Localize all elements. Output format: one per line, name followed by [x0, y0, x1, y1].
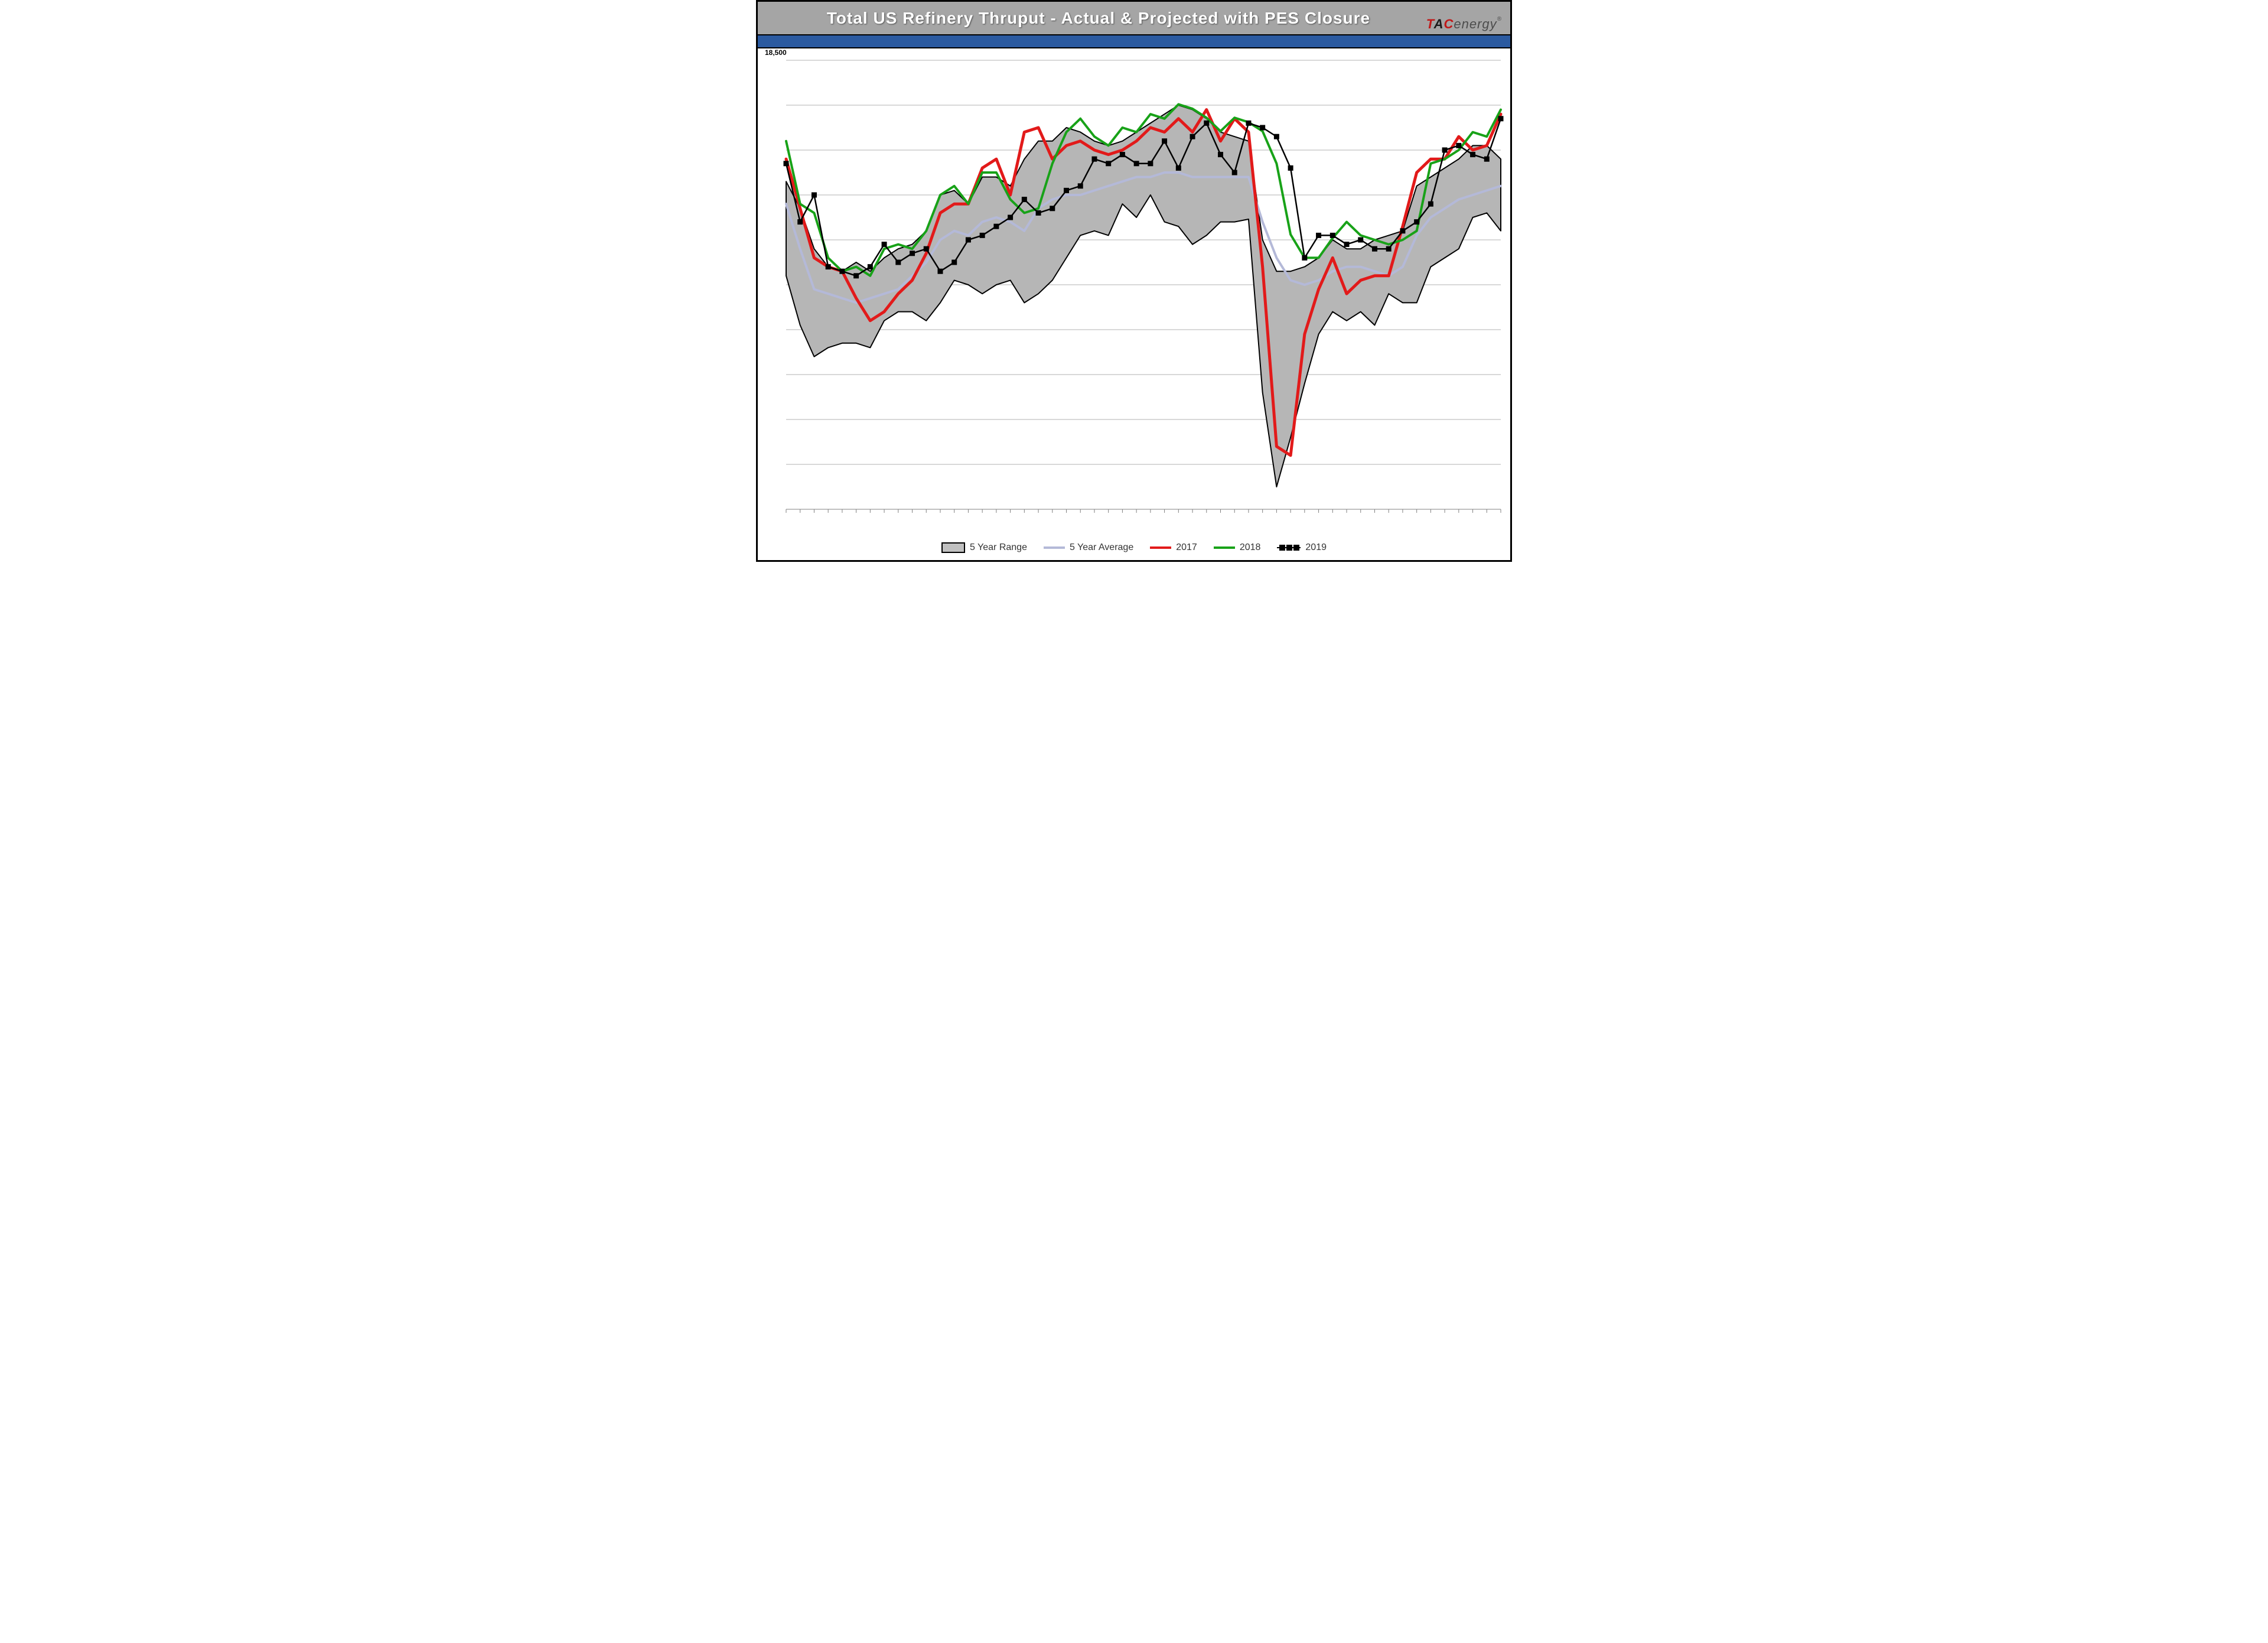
legend-swatch [1044, 546, 1065, 549]
series-2019-marker [937, 269, 943, 274]
legend-label: 5 Year Average [1070, 542, 1133, 553]
y-axis-top-label: 18,500 [765, 48, 787, 57]
series-2019-marker [895, 260, 901, 265]
range-band [786, 105, 1501, 487]
series-2019-marker [951, 260, 957, 265]
series-2019-marker [1120, 152, 1125, 157]
chart-svg [758, 48, 1510, 539]
series-2019-marker [1078, 183, 1083, 188]
accent-bar [758, 34, 1510, 48]
brand-logo: TACenergy® [1426, 16, 1502, 32]
logo-letter: C [1443, 17, 1454, 31]
series-2019-marker [924, 246, 929, 252]
logo-mark: ® [1497, 16, 1502, 22]
legend-swatch [941, 542, 965, 553]
series-2019-marker [966, 237, 971, 243]
series-2019-marker [1386, 246, 1392, 252]
legend-label: 5 Year Range [970, 542, 1027, 553]
legend-item: 5 Year Range [941, 542, 1027, 553]
series-2019-marker [1232, 170, 1237, 175]
series-2019-marker [797, 219, 803, 225]
series-2019-marker [1246, 121, 1251, 126]
series-2019-marker [1148, 161, 1153, 166]
series-2019-marker [812, 193, 817, 198]
series-2019-marker [1190, 134, 1195, 139]
series-2019-marker [1456, 143, 1461, 148]
legend-item: 2019 [1277, 542, 1327, 553]
series-2019-marker [1274, 134, 1279, 139]
series-2019-marker [1064, 188, 1069, 193]
series-2019-marker [1442, 148, 1448, 153]
title-bar: Total US Refinery Thruput - Actual & Pro… [758, 2, 1510, 34]
logo-letter: T [1426, 17, 1434, 31]
legend-label: 2018 [1240, 542, 1261, 553]
series-2019-marker [868, 264, 873, 269]
series-2019-marker [1218, 152, 1223, 157]
series-2019-marker [1008, 215, 1013, 220]
series-2019-marker [784, 161, 789, 166]
series-2019-marker [1330, 233, 1335, 238]
series-2019-marker [980, 233, 985, 238]
series-2019-marker [1106, 161, 1111, 166]
legend-swatch [1150, 546, 1171, 549]
series-2019-marker [1344, 242, 1350, 247]
series-2019-marker [1288, 165, 1293, 171]
series-2019-marker [1050, 206, 1055, 211]
legend-item: 2018 [1214, 542, 1261, 553]
series-2019-marker [1162, 138, 1167, 144]
series-2019-marker [1372, 246, 1377, 252]
logo-word: energy [1454, 17, 1497, 31]
series-2019-marker [1260, 125, 1265, 131]
chart-title: Total US Refinery Thruput - Actual & Pro… [827, 9, 1370, 27]
series-2019-marker [910, 250, 915, 256]
logo-letter: A [1434, 17, 1444, 31]
series-2019-marker [1134, 161, 1139, 166]
legend-item: 2017 [1150, 542, 1197, 553]
series-2019-marker [839, 269, 845, 274]
series-2019-marker [1484, 157, 1490, 162]
series-2019-marker [853, 273, 859, 278]
legend-item: 5 Year Average [1044, 542, 1133, 553]
series-2019-marker [1316, 233, 1321, 238]
legend-swatch [1277, 544, 1301, 552]
series-2019-marker [1428, 201, 1433, 207]
series-2019-marker [1358, 237, 1363, 243]
series-2019-marker [1470, 152, 1475, 157]
series-2019-marker [826, 264, 831, 269]
plot-area: 18,500 [758, 48, 1510, 539]
series-2019-marker [1091, 157, 1097, 162]
series-2019-marker [1302, 255, 1307, 261]
series-2019-marker [1036, 210, 1041, 216]
chart-container: Total US Refinery Thruput - Actual & Pro… [756, 0, 1512, 562]
series-2019-marker [1414, 219, 1419, 225]
legend-swatch [1214, 546, 1235, 549]
series-2019-marker [882, 242, 887, 247]
legend-label: 2017 [1176, 542, 1197, 553]
series-2019-marker [1176, 165, 1181, 171]
series-2019-marker [1204, 121, 1209, 126]
legend: 5 Year Range 5 Year Average 2017 2018 2019 [758, 539, 1510, 560]
series-2019-marker [1400, 228, 1405, 233]
series-2019-marker [1022, 197, 1027, 202]
series-2019-marker [1498, 116, 1504, 121]
series-2019-marker [993, 224, 999, 229]
legend-label: 2019 [1305, 542, 1327, 553]
